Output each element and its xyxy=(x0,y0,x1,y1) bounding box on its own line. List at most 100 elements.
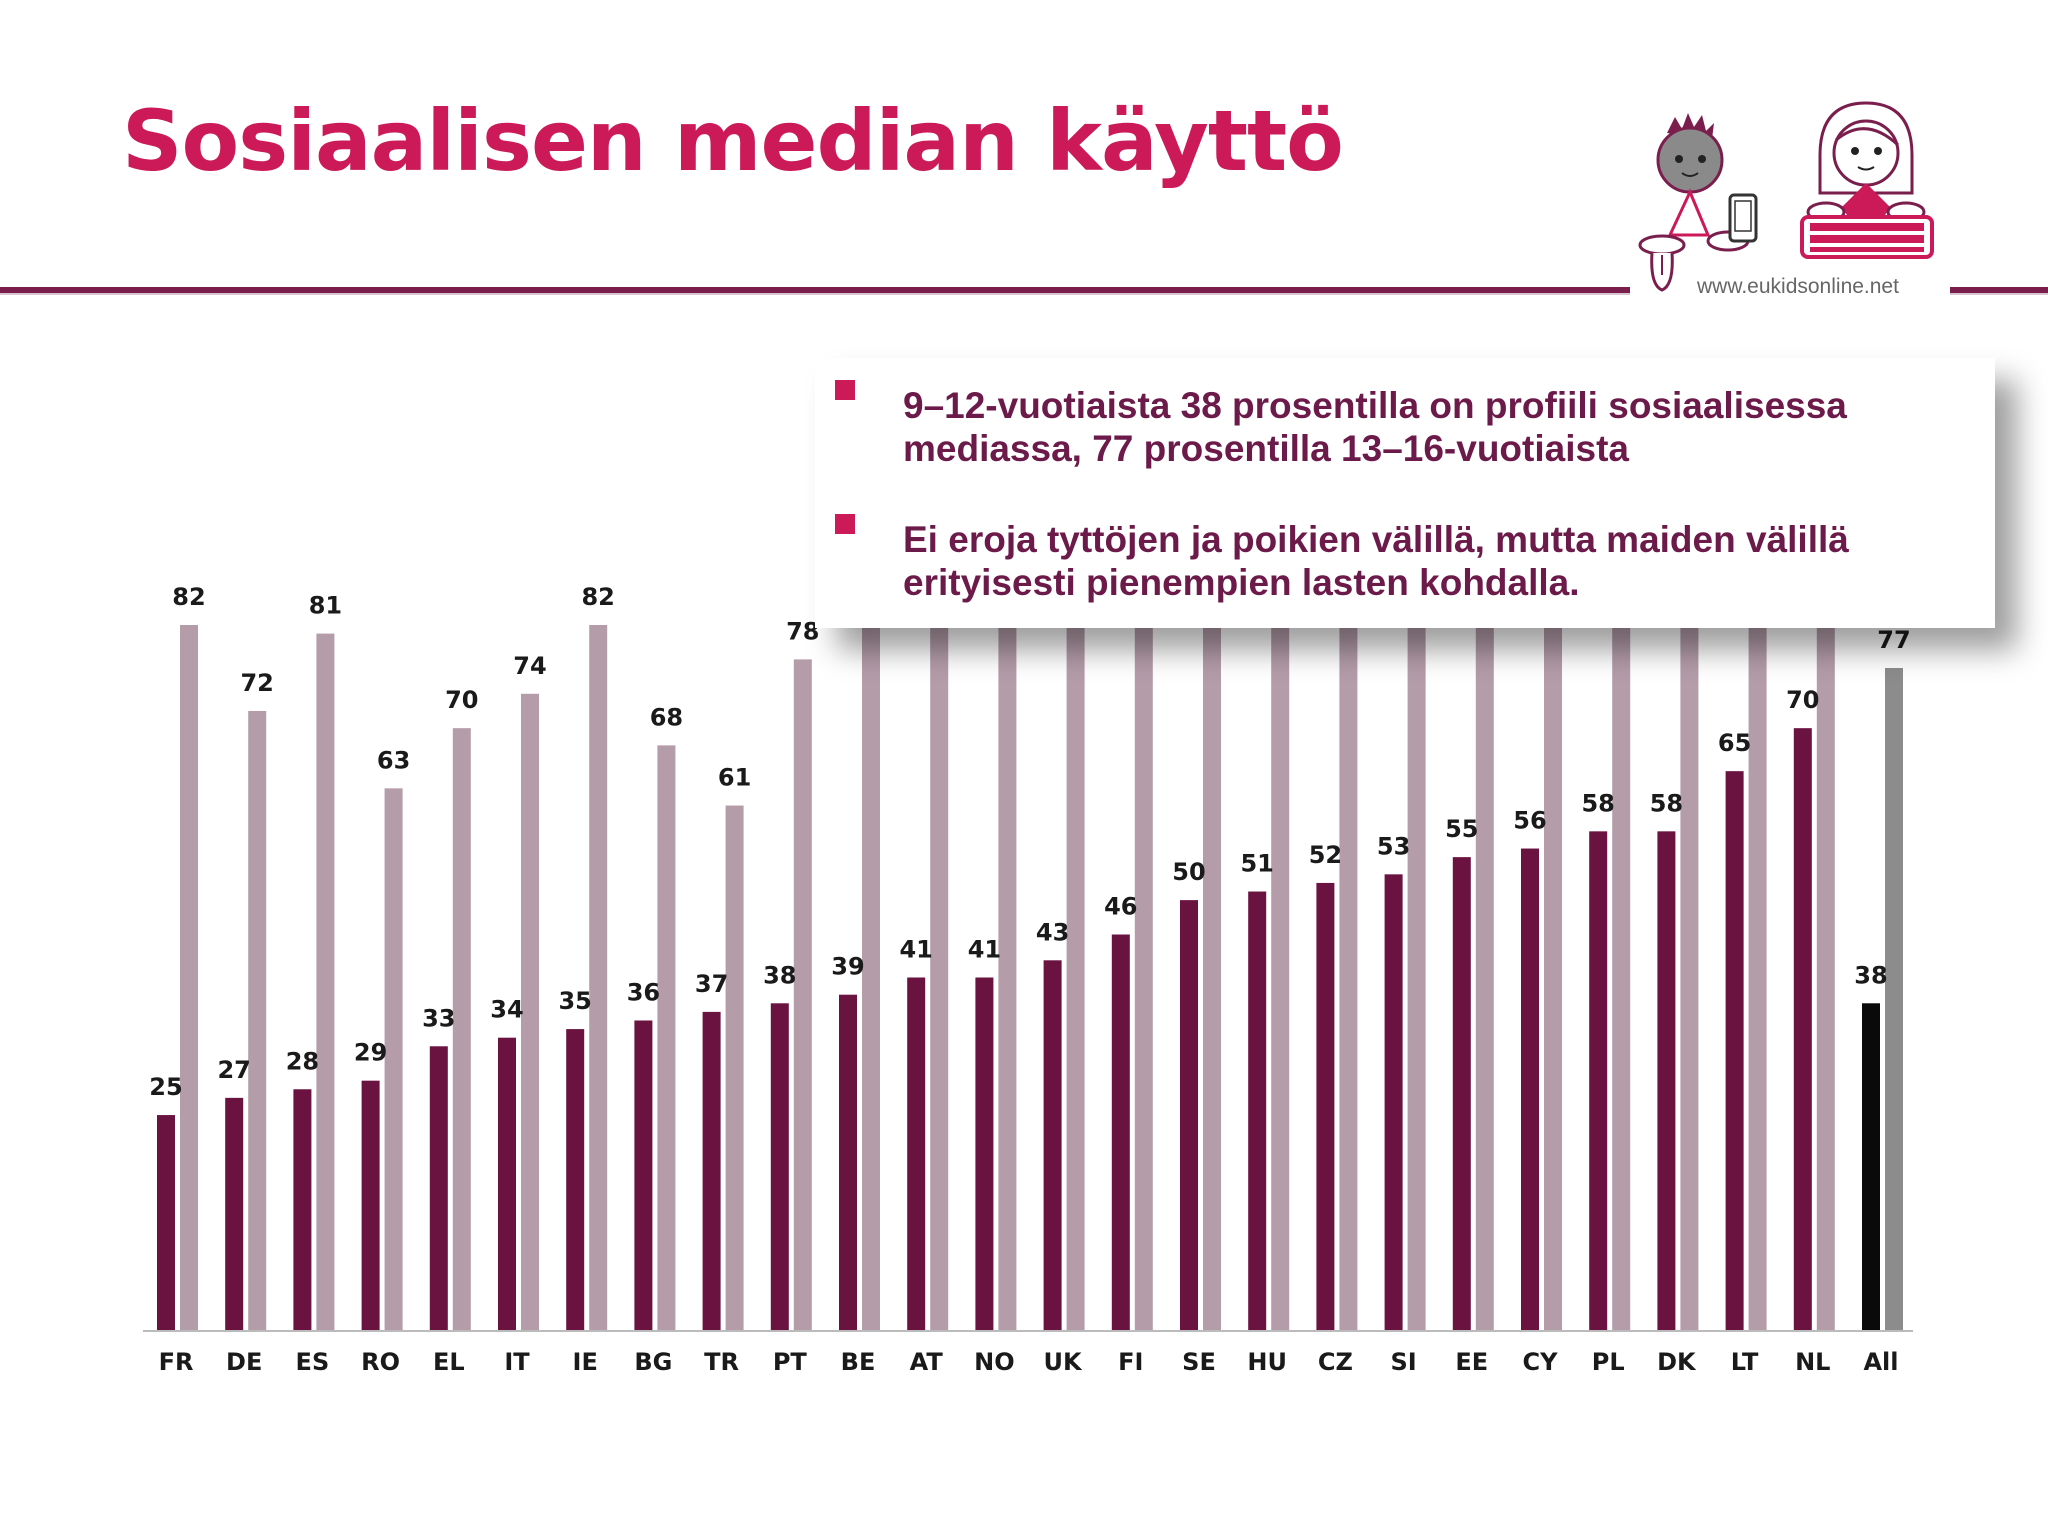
info-box xyxy=(815,358,1995,628)
x-tick-label: DE xyxy=(226,1348,262,1376)
bar-younger xyxy=(1452,857,1471,1330)
data-label-younger: 58 xyxy=(1650,789,1683,817)
data-label-younger: 34 xyxy=(490,996,523,1024)
bar-older xyxy=(793,659,812,1330)
data-label-younger: 43 xyxy=(1036,918,1069,946)
data-label-older: 82 xyxy=(172,583,205,611)
bar-older xyxy=(1134,625,1153,1330)
x-tick-label: RO xyxy=(361,1348,400,1376)
data-label-older: 72 xyxy=(240,669,273,697)
data-label-younger: 55 xyxy=(1445,815,1478,843)
data-label-younger: 39 xyxy=(831,953,864,981)
data-label-younger: 51 xyxy=(1240,850,1273,878)
bar-older xyxy=(998,625,1017,1330)
x-tick-label: SI xyxy=(1390,1348,1416,1376)
bar-younger xyxy=(839,994,857,1330)
bar-younger xyxy=(1180,900,1198,1330)
bar-older xyxy=(316,633,335,1330)
bar-younger xyxy=(1043,960,1062,1330)
x-tick-label: BG xyxy=(634,1348,672,1376)
data-label-younger: 25 xyxy=(149,1073,182,1101)
data-label-younger: 53 xyxy=(1377,832,1410,860)
bar-younger xyxy=(1248,891,1267,1330)
header-divider-right xyxy=(1950,287,2048,295)
bar-older xyxy=(180,625,198,1330)
data-label-younger: 46 xyxy=(1104,893,1137,921)
data-label-younger: 33 xyxy=(422,1004,455,1032)
bar-older xyxy=(452,728,471,1330)
bar-older xyxy=(1816,625,1835,1330)
bar-younger xyxy=(1725,771,1744,1330)
data-label-older: 63 xyxy=(377,746,410,774)
data-label-younger: 36 xyxy=(627,978,660,1006)
x-tick-label: IT xyxy=(504,1348,530,1376)
bar-younger xyxy=(361,1080,380,1330)
x-tick-label: UK xyxy=(1044,1348,1083,1376)
bar-younger xyxy=(1589,831,1608,1330)
data-label-older: 61 xyxy=(718,764,751,792)
data-label-younger: 56 xyxy=(1513,807,1546,835)
bar-younger xyxy=(975,977,994,1330)
data-label-older: 77 xyxy=(1877,626,1910,654)
bar-younger xyxy=(429,1046,448,1330)
bar-older xyxy=(1885,667,1903,1330)
x-tick-label: FR xyxy=(159,1348,194,1376)
data-label-younger: 41 xyxy=(899,936,932,964)
data-label-younger: 70 xyxy=(1786,686,1819,714)
bar-younger xyxy=(498,1037,516,1330)
bar-younger xyxy=(634,1020,653,1330)
bar-older xyxy=(1339,625,1358,1330)
x-tick-label: CZ xyxy=(1318,1348,1353,1376)
data-label-younger: 35 xyxy=(558,987,591,1015)
bar-older xyxy=(1066,625,1085,1330)
bar-younger xyxy=(907,977,926,1330)
bar-older xyxy=(1407,625,1426,1330)
info-bullet-1: 9–12-vuotiaista 38 prosentilla on profii… xyxy=(903,385,1847,469)
x-tick-label: All xyxy=(1863,1348,1898,1376)
bullet-marker xyxy=(835,514,855,534)
x-tick-label: ES xyxy=(296,1348,330,1376)
header-divider xyxy=(0,287,1630,295)
data-label-older: 81 xyxy=(309,592,342,620)
boy-icon xyxy=(1638,113,1758,292)
bar-younger xyxy=(1384,874,1403,1330)
bar-older xyxy=(725,805,744,1330)
bar-older xyxy=(930,625,949,1330)
data-label-older: 82 xyxy=(581,583,614,611)
bar-younger xyxy=(566,1029,585,1330)
x-tick-label: SE xyxy=(1182,1348,1216,1376)
x-tick-label: HU xyxy=(1247,1348,1287,1376)
girl-icon xyxy=(1800,101,1934,259)
bar-older xyxy=(1612,625,1631,1330)
bar-younger xyxy=(1316,882,1335,1330)
x-tick-label: LT xyxy=(1731,1348,1759,1376)
bar-older xyxy=(248,710,267,1330)
x-tick-label: EE xyxy=(1455,1348,1488,1376)
eukidsonline-logo xyxy=(1638,101,1934,292)
info-bullet-2: Ei eroja tyttöjen ja poikien välillä, mu… xyxy=(903,519,1849,603)
bar-older xyxy=(1544,625,1562,1330)
bar-younger xyxy=(770,1003,789,1330)
x-tick-label: CY xyxy=(1523,1348,1559,1376)
data-label-older: 78 xyxy=(786,617,819,645)
data-label-younger: 29 xyxy=(354,1039,387,1067)
bar-younger xyxy=(1657,831,1676,1330)
bar-younger xyxy=(293,1089,312,1330)
bar-younger xyxy=(702,1011,721,1330)
bar-older xyxy=(1475,625,1494,1330)
data-label-younger: 38 xyxy=(1854,961,1887,989)
x-tick-label: PT xyxy=(773,1348,808,1376)
bar-older xyxy=(384,788,403,1330)
data-label-younger: 58 xyxy=(1581,789,1614,817)
bar-younger xyxy=(1521,848,1539,1330)
bullet-marker xyxy=(835,380,855,400)
data-label-younger: 65 xyxy=(1718,729,1751,757)
data-label-younger: 50 xyxy=(1172,858,1205,886)
bar-older xyxy=(1680,625,1699,1330)
x-tick-label: AT xyxy=(910,1348,944,1376)
x-tick-label: FI xyxy=(1118,1348,1143,1376)
data-label-younger: 38 xyxy=(763,961,796,989)
data-label-older: 70 xyxy=(445,686,478,714)
